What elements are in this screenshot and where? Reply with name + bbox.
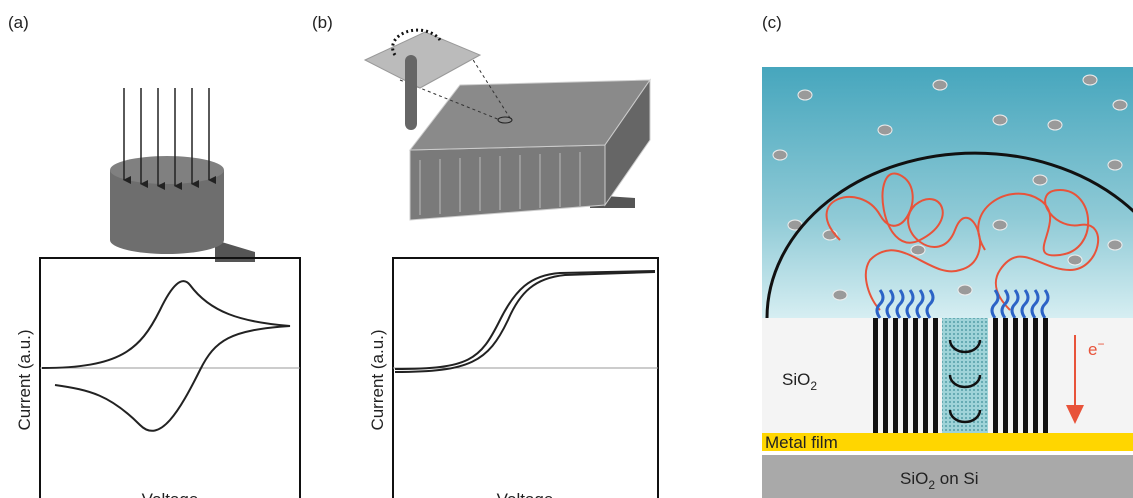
y-axis-label: Current (a.u.) [368, 329, 387, 430]
x-axis-label: Voltage [497, 490, 554, 498]
panel-label: (a) [8, 13, 29, 32]
y-axis-label: Current (a.u.) [15, 329, 34, 430]
label-part: − [1097, 337, 1104, 351]
microelectrode-array [365, 30, 650, 220]
x-axis-label: Voltage [142, 490, 199, 498]
figure: (a) (b) (c) [0, 0, 1133, 498]
label-part: 2 [810, 379, 817, 393]
label-part: SiO [900, 469, 928, 488]
macro-electrode [110, 88, 255, 262]
sigmoid-plot: Current (a.u.) Voltage [368, 258, 658, 498]
cv-plot: Current (a.u.) Voltage [15, 258, 300, 498]
nanopore-diagram: SiO2 e− Metal film SiO2 on Si [762, 67, 1133, 498]
label-part: SiO [782, 370, 810, 389]
panel-label: (c) [762, 13, 782, 32]
label-part: e [1088, 340, 1097, 359]
metal-label: Metal film [765, 433, 838, 452]
panel-label: (b) [312, 13, 333, 32]
label-part: on Si [935, 469, 978, 488]
